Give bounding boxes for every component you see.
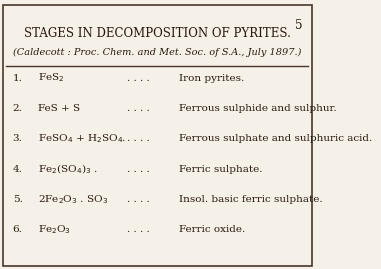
Text: 6.: 6. xyxy=(13,225,22,235)
Text: 5.: 5. xyxy=(13,195,22,204)
Text: Ferric oxide.: Ferric oxide. xyxy=(179,225,246,235)
Text: 2.: 2. xyxy=(13,104,22,113)
Text: Insol. basic ferric sulphate.: Insol. basic ferric sulphate. xyxy=(179,195,323,204)
Text: Fe$_2$O$_3$: Fe$_2$O$_3$ xyxy=(38,224,71,236)
Text: Ferrous sulphate and sulphuric acid.: Ferrous sulphate and sulphuric acid. xyxy=(179,134,373,143)
Text: 5: 5 xyxy=(295,19,302,32)
Text: 2Fe$_2$O$_3$ . SO$_3$: 2Fe$_2$O$_3$ . SO$_3$ xyxy=(38,193,108,206)
Text: 4.: 4. xyxy=(13,165,22,174)
Text: FeSO$_4$ + H$_2$SO$_4$.: FeSO$_4$ + H$_2$SO$_4$. xyxy=(38,132,126,145)
Text: . . . .: . . . . xyxy=(127,195,150,204)
Text: . . . .: . . . . xyxy=(127,104,150,113)
Text: STAGES IN DECOMPOSITION OF PYRITES.: STAGES IN DECOMPOSITION OF PYRITES. xyxy=(24,27,291,40)
Text: . . . .: . . . . xyxy=(127,134,150,143)
FancyBboxPatch shape xyxy=(3,5,312,266)
Text: Ferric sulphate.: Ferric sulphate. xyxy=(179,165,263,174)
Text: . . . .: . . . . xyxy=(127,165,150,174)
Text: . . . .: . . . . xyxy=(127,225,150,235)
Text: . . . .: . . . . xyxy=(127,73,150,83)
Text: Fe$_2$(SO$_4$)$_3$ .: Fe$_2$(SO$_4$)$_3$ . xyxy=(38,162,98,176)
Text: FeS + S: FeS + S xyxy=(38,104,80,113)
Text: FeS$_2$: FeS$_2$ xyxy=(38,72,64,84)
Text: Ferrous sulphide and sulphur.: Ferrous sulphide and sulphur. xyxy=(179,104,337,113)
Text: 1.: 1. xyxy=(13,73,22,83)
Text: 3.: 3. xyxy=(13,134,22,143)
Text: Iron pyrites.: Iron pyrites. xyxy=(179,73,245,83)
Text: (Caldecott : Proc. Chem. and Met. Soc. of S.A., July 1897.): (Caldecott : Proc. Chem. and Met. Soc. o… xyxy=(13,48,301,57)
